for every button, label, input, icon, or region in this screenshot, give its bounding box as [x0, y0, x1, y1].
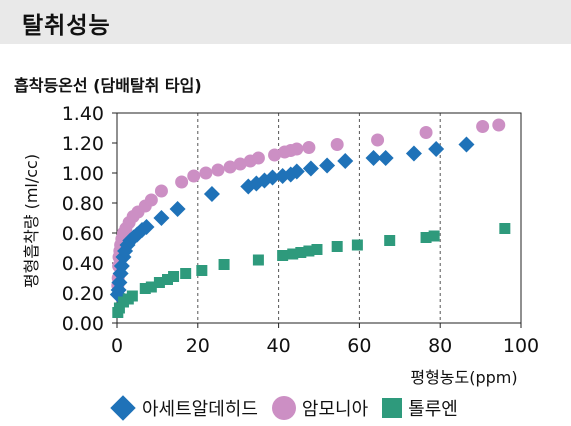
- data-point-diamond: [302, 160, 319, 177]
- y-tick-label: 1.20: [62, 133, 104, 155]
- data-point-circle: [476, 120, 490, 133]
- data-point-diamond: [169, 201, 186, 217]
- plot-frame: [116, 112, 522, 324]
- grid-layer: [197, 113, 441, 323]
- data-point-square: [162, 274, 173, 285]
- chart-title: 흡착등온선 (담배탈취 타입): [14, 76, 202, 95]
- data-point-square: [351, 239, 363, 251]
- y-tick-label: 1.00: [62, 163, 104, 185]
- data-point-circle: [187, 169, 201, 183]
- tick-labels: 0.00 0.20 0.40 0.60 0.80 1.00 1.20 1.40 0 20 40 60 8…: [62, 103, 539, 357]
- data-point-square: [218, 259, 230, 270]
- data-point-circle: [223, 160, 237, 174]
- data-point-square: [295, 247, 307, 258]
- data-point-diamond: [319, 157, 336, 174]
- data-point-diamond: [264, 169, 281, 186]
- data-point-circle: [268, 148, 282, 162]
- data-point-diamond: [405, 145, 422, 162]
- data-marks: [109, 118, 511, 318]
- data-point-circle: [330, 138, 344, 151]
- data-point-square: [113, 302, 125, 314]
- data-point-circle: [492, 118, 506, 132]
- series-square: [112, 223, 511, 318]
- data-point-diamond: [458, 136, 475, 153]
- y-tick-label: 0.00: [62, 313, 104, 335]
- data-point-square: [277, 250, 289, 261]
- y-tick-label: 1.40: [62, 103, 104, 125]
- data-point-square: [311, 244, 323, 255]
- y-tick-label: 0.40: [62, 253, 104, 275]
- legend-item-ammonia: 암모니아: [271, 395, 369, 421]
- data-point-square: [428, 230, 440, 242]
- data-point-square: [420, 232, 432, 243]
- data-point-square: [145, 281, 157, 293]
- data-point-diamond: [428, 141, 445, 157]
- data-point-square: [153, 277, 165, 288]
- data-point-square: [499, 223, 511, 234]
- data-point-diamond: [138, 219, 155, 235]
- data-point-square: [303, 245, 315, 257]
- data-point-circle: [419, 126, 433, 139]
- series-circle: [111, 118, 506, 292]
- square-marker-icon: [382, 398, 403, 418]
- x-tick-label: 60: [347, 335, 371, 357]
- data-point-diamond: [203, 186, 220, 202]
- data-point-square: [252, 254, 264, 266]
- data-point-circle: [175, 175, 189, 189]
- data-point-square: [168, 271, 180, 282]
- diamond-marker-icon: [110, 395, 136, 421]
- series-diamond: [109, 136, 475, 303]
- data-point-circle: [302, 141, 316, 154]
- x-tick-label: 80: [428, 335, 452, 357]
- data-point-diamond: [113, 258, 130, 274]
- legend-item-toluene: 톨루엔: [382, 395, 458, 421]
- data-point-square: [196, 265, 208, 276]
- header-bar: 탈취성능: [0, 0, 571, 44]
- data-point-circle: [251, 151, 265, 165]
- legend-item-acetaldehyde: 아세트알데히드: [108, 395, 258, 421]
- data-point-diamond: [377, 150, 394, 166]
- data-point-diamond: [337, 153, 354, 169]
- data-point-diamond: [153, 210, 170, 226]
- x-tick-label: 100: [503, 335, 539, 357]
- legend: 아세트알데히드 암모니아 톨루엔: [108, 394, 472, 422]
- data-point-square: [287, 248, 299, 260]
- data-point-square: [139, 283, 151, 294]
- data-point-circle: [233, 157, 247, 171]
- x-tick-label: 40: [267, 335, 291, 357]
- legend-label-ammonia: 암모니아: [301, 399, 369, 420]
- legend-label-toluene: 톨루엔: [408, 399, 458, 420]
- data-point-square: [384, 235, 396, 246]
- y-tick-label: 0.60: [62, 223, 104, 245]
- data-point-circle: [290, 142, 304, 156]
- x-tick-label: 20: [186, 335, 210, 357]
- y-axis-title: 평형흡착량 (ml/cc): [22, 154, 41, 288]
- data-point-diamond: [365, 150, 382, 166]
- page-title: 탈취성능: [22, 13, 111, 39]
- legend-label-acetaldehyde: 아세트알데히드: [142, 399, 258, 420]
- data-point-circle: [144, 193, 158, 207]
- data-point-square: [331, 241, 343, 252]
- data-point-circle: [371, 133, 385, 147]
- circle-marker-icon: [271, 396, 296, 420]
- data-point-circle: [154, 184, 168, 198]
- data-point-square: [126, 290, 138, 302]
- x-tick-label: 0: [111, 335, 123, 357]
- x-axis-title: 평형농도(ppm): [410, 368, 517, 387]
- y-tick-label: 0.80: [62, 193, 104, 215]
- data-point-circle: [211, 163, 225, 177]
- data-point-circle: [199, 166, 213, 180]
- data-point-square: [180, 268, 192, 279]
- y-tick-label: 0.20: [62, 283, 104, 305]
- data-point-diamond: [288, 163, 305, 180]
